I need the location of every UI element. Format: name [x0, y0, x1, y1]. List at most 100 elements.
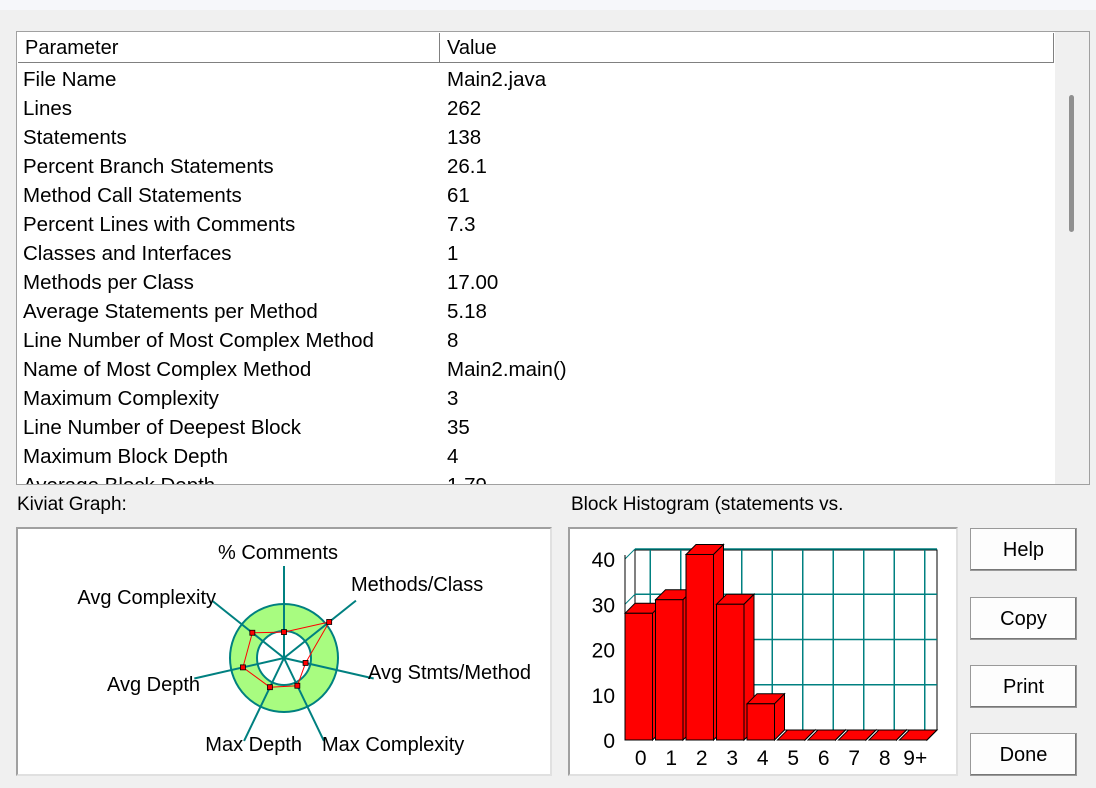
- table-row[interactable]: Method Call Statements 61: [17, 181, 1057, 210]
- kiviat-label: Kiviat Graph:: [17, 494, 127, 515]
- table-row[interactable]: Name of Most Complex Method Main2.main(): [17, 355, 1057, 384]
- kiviat-axis-label: Max Depth: [205, 734, 302, 756]
- parameter-cell: Percent Lines with Comments: [23, 213, 296, 236]
- kiviat-axis: [243, 657, 285, 742]
- x-tick-label: 0: [635, 747, 647, 770]
- kiviat-point: [326, 619, 333, 625]
- copy-button[interactable]: Copy: [970, 597, 1077, 640]
- kiviat-point: [240, 664, 246, 671]
- kiviat-point: [281, 629, 287, 635]
- table-row[interactable]: File Name Main2.java: [17, 65, 1057, 94]
- y-tick-label: 30: [592, 594, 615, 617]
- gridline-side: [624, 548, 636, 560]
- parameter-cell: File Name: [23, 68, 117, 91]
- table-row[interactable]: Average Statements per Method 5.18: [17, 297, 1057, 326]
- bar-side: [865, 728, 877, 742]
- value-cell: 262: [447, 97, 482, 120]
- y-tick-label: 40: [592, 549, 615, 572]
- parameter-cell: Line Number of Most Complex Method: [23, 329, 374, 352]
- value-cell: Main2.main(): [447, 358, 567, 381]
- value-cell: 61: [447, 184, 470, 207]
- value-cell: 4: [447, 445, 459, 468]
- parameter-cell: Percent Branch Statements: [23, 155, 274, 178]
- y-tick-label: 0: [603, 730, 615, 753]
- y-tick-label: 20: [592, 640, 615, 663]
- help-button[interactable]: Help: [970, 528, 1077, 571]
- x-tick-label: 6: [818, 747, 830, 770]
- parameter-cell: Maximum Block Depth: [23, 445, 229, 468]
- block-histogram: 0 10 20 30 40 0 1 2 3 4 5 6 7 8 9+: [568, 527, 958, 776]
- value-cell: 1.79: [447, 471, 487, 484]
- parameter-cell: Methods per Class: [23, 271, 194, 294]
- table-row[interactable]: Line Number of Most Complex Method 8: [17, 326, 1057, 355]
- x-tick-label: 8: [879, 747, 891, 770]
- kiviat-axis: [194, 657, 285, 680]
- x-tick-label: 3: [726, 747, 738, 770]
- table-row[interactable]: Line Number of Deepest Block 35: [17, 413, 1057, 442]
- table-row[interactable]: Average Block Depth 1.79: [17, 471, 1057, 484]
- kiviat-point: [267, 684, 273, 691]
- y-tick-label: 10: [592, 685, 615, 708]
- table-row[interactable]: Percent Lines with Comments 7.3: [17, 210, 1057, 239]
- bar: [655, 599, 684, 741]
- kiviat-axis: [211, 599, 285, 659]
- kiviat-svg: % Comments Methods/Class Avg Stmts/Method M…: [77, 542, 531, 756]
- value-cell: 26.1: [447, 155, 487, 178]
- x-tick-label: 4: [757, 747, 769, 770]
- x-tick-label: 5: [787, 747, 799, 770]
- kiviat-point: [249, 629, 256, 636]
- column-header-value[interactable]: Value: [440, 33, 1054, 63]
- x-tick-label: 9+: [903, 747, 927, 770]
- parameter-cell: Lines: [23, 97, 73, 120]
- value-cell: 17.00: [447, 271, 499, 294]
- print-button[interactable]: Print: [970, 665, 1077, 708]
- bar-side: [926, 728, 938, 742]
- parameter-cell: Average Statements per Method: [23, 300, 318, 323]
- bar: [716, 603, 745, 741]
- value-cell: 8: [447, 329, 459, 352]
- table-row[interactable]: Lines 262: [17, 94, 1057, 123]
- parameter-cell: Average Block Depth: [23, 471, 215, 484]
- x-tick-label: 1: [665, 747, 677, 770]
- parameter-cell: Line Number of Deepest Block: [23, 416, 302, 439]
- table-row[interactable]: Statements 138: [17, 123, 1057, 152]
- parameter-cell: Maximum Complexity: [23, 387, 219, 410]
- done-button[interactable]: Done: [970, 733, 1077, 776]
- value-cell: 7.3: [447, 213, 476, 236]
- table-row[interactable]: Methods per Class 17.00: [17, 268, 1057, 297]
- bar-side: [896, 728, 907, 742]
- kiviat-axis: [283, 657, 325, 742]
- value-cell: 35: [447, 416, 470, 439]
- parameter-cell: Statements: [23, 126, 127, 149]
- metrics-table: Parameter Value File Name Main2.java Lines…: [16, 31, 1090, 485]
- value-cell: Main2.java: [447, 68, 547, 91]
- histogram-label: Block Histogram (statements vs.: [571, 494, 844, 515]
- kiviat-graph: % Comments Methods/Class Avg Stmts/Method M…: [16, 527, 552, 776]
- kiviat-axis-label: Avg Stmts/Method: [368, 662, 531, 684]
- value-cell: 3: [447, 387, 459, 410]
- value-cell: 5.18: [447, 300, 487, 323]
- title-strip: [0, 0, 1096, 10]
- bar-side: [804, 728, 816, 742]
- kiviat-polygon: [242, 621, 331, 688]
- kiviat-axis: [283, 657, 374, 680]
- x-tick-label: 2: [696, 747, 708, 770]
- table-row[interactable]: Maximum Block Depth 4: [17, 442, 1057, 471]
- kiviat-point: [302, 660, 309, 666]
- kiviat-point: [294, 682, 301, 689]
- value-cell: 1: [447, 242, 459, 265]
- column-header-parameter[interactable]: Parameter: [18, 33, 440, 63]
- kiviat-axis-label: Max Complexity: [322, 734, 464, 756]
- kiviat-axis-label: Avg Complexity: [77, 587, 216, 609]
- table-row[interactable]: Maximum Complexity 3: [17, 384, 1057, 413]
- kiviat-axis-label: Methods/Class: [351, 574, 483, 596]
- table-row[interactable]: Classes and Interfaces 1: [17, 239, 1057, 268]
- table-row[interactable]: Percent Branch Statements 26.1: [17, 152, 1057, 181]
- bar: [685, 553, 714, 741]
- kiviat-axis: [283, 599, 357, 659]
- scrollbar-thumb[interactable]: [1069, 95, 1074, 232]
- parameter-cell: Name of Most Complex Method: [23, 358, 312, 381]
- x-tick-label: 7: [848, 747, 860, 770]
- vertical-scrollbar[interactable]: [1055, 32, 1089, 484]
